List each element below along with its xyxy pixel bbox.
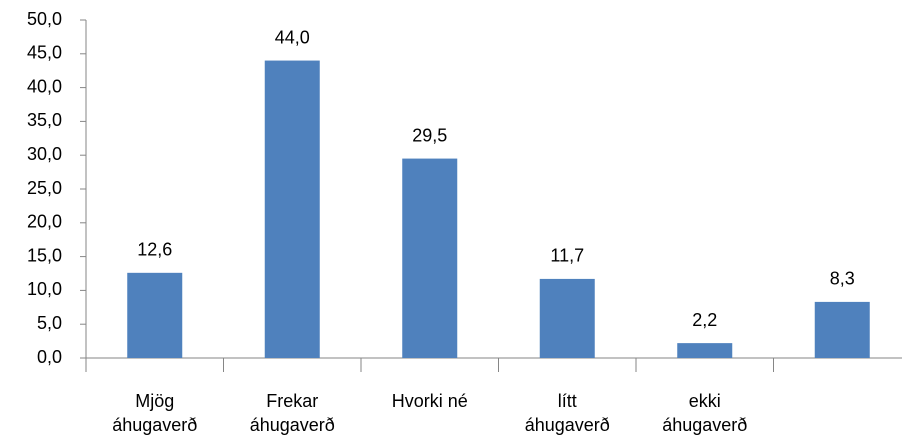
x-tick-label: ekki áhugaverð xyxy=(662,391,748,435)
bar xyxy=(539,278,595,358)
y-tick-label: 15,0 xyxy=(27,245,62,265)
bar xyxy=(402,158,458,358)
bar xyxy=(127,272,183,358)
x-tick-label: Mjög áhugaverð xyxy=(112,391,198,435)
x-tick-label: Hvorki né xyxy=(391,391,468,411)
y-tick-label: 5,0 xyxy=(37,313,62,333)
data-label: 8,3 xyxy=(830,269,855,289)
data-label: 11,7 xyxy=(550,246,584,266)
bar xyxy=(264,60,320,359)
data-label: 2,2 xyxy=(692,310,717,330)
data-label: 44,0 xyxy=(275,27,310,47)
y-tick-label: 0,0 xyxy=(37,347,62,367)
y-tick-label: 10,0 xyxy=(27,279,62,299)
x-tick-label: Frekar áhugaverð xyxy=(249,391,335,435)
y-tick-label: 20,0 xyxy=(27,212,62,232)
bar xyxy=(677,343,733,358)
bar xyxy=(814,301,870,358)
data-label: 12,6 xyxy=(137,240,172,260)
y-tick-label: 25,0 xyxy=(27,178,62,198)
y-tick-label: 35,0 xyxy=(27,110,62,130)
y-tick-label: 50,0 xyxy=(27,9,62,29)
x-tick-label: lítt áhugaverð xyxy=(524,391,610,435)
data-label: 29,5 xyxy=(412,125,447,145)
y-tick-label: 45,0 xyxy=(27,43,62,63)
y-tick-label: 40,0 xyxy=(27,76,62,96)
y-tick-label: 30,0 xyxy=(27,144,62,164)
